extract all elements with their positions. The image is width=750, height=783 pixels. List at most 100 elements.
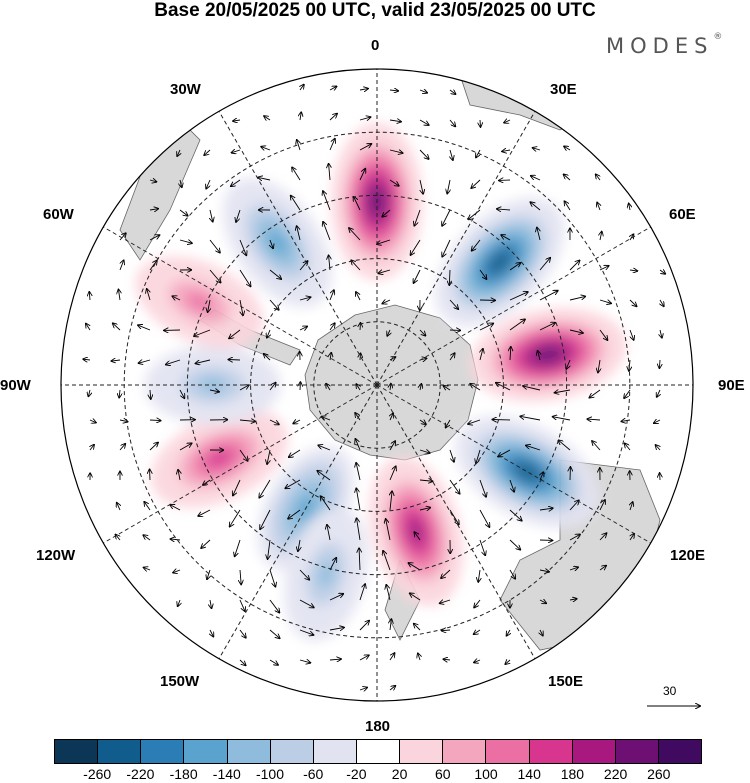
- wind-vector-arrow: [269, 659, 278, 665]
- wind-vector-arrow: [419, 149, 429, 159]
- wind-vector-arrow: [177, 149, 180, 156]
- anomaly-negative: [455, 416, 600, 528]
- wind-vector-arrow: [474, 599, 481, 607]
- wind-vector-arrow: [654, 420, 661, 423]
- map-boundary: [60, 68, 694, 702]
- wind-vector-arrow: [258, 177, 271, 180]
- wind-vector-arrow: [657, 389, 660, 397]
- wind-vector-arrow: [299, 326, 307, 330]
- wind-vector-arrow: [359, 687, 367, 690]
- colorbar-swatch: [270, 740, 314, 763]
- wind-vector-arrow: [411, 239, 421, 255]
- wind-vector-arrow: [291, 196, 301, 211]
- wind-vector-arrow: [539, 508, 553, 510]
- wind-vector-arrow: [566, 359, 570, 369]
- wind-vector-arrow: [414, 624, 421, 631]
- wind-vector-arrow: [569, 500, 579, 511]
- wind-vector-arrow: [149, 209, 158, 210]
- wind-vector-arrow: [479, 269, 486, 279]
- lon-label-60w: 60W: [43, 206, 74, 223]
- wind-vector-arrow: [179, 240, 192, 243]
- wind-vector-arrow: [510, 347, 511, 361]
- lon-label-30e: 30E: [550, 81, 577, 98]
- wind-vector-arrow: [300, 112, 301, 121]
- colorbar-swatch: [615, 740, 659, 763]
- wind-vector-arrow: [298, 539, 300, 551]
- wind-vector-arrow: [382, 209, 391, 217]
- wind-vector-arrow: [389, 441, 395, 451]
- wind-vector-arrow: [359, 169, 365, 181]
- wind-vector-arrow: [449, 353, 455, 361]
- wind-vector-arrow: [300, 85, 304, 91]
- wind-vector-arrow: [210, 599, 211, 608]
- wind-vector-arrow: [509, 569, 515, 579]
- wind-vector-arrow: [90, 445, 94, 451]
- wind-vector-arrow: [299, 629, 313, 635]
- wind-vector-arrow: [449, 509, 459, 524]
- wind-vector-arrow: [540, 629, 543, 636]
- colorbar-swatch: [400, 740, 444, 763]
- wind-vector-arrow: [88, 389, 90, 396]
- wind-vector-arrow: [599, 500, 605, 511]
- colorbar-swatch: [486, 740, 530, 763]
- wind-vector-arrow: [382, 300, 391, 304]
- wind-vector-arrow: [629, 329, 634, 340]
- anomaly-positive: [470, 307, 627, 402]
- wind-vector-arrow: [269, 299, 279, 310]
- wind-vector-arrow: [207, 569, 210, 579]
- colorbar-tick-label: -20: [346, 766, 367, 782]
- wind-vector-arrow: [564, 146, 571, 150]
- wind-vector-arrow: [329, 659, 341, 660]
- wind-vector-arrow: [479, 509, 489, 527]
- wind-vector-arrow: [359, 548, 360, 571]
- wind-vector-arrow: [356, 384, 360, 391]
- wind-vector-arrow: [179, 209, 188, 216]
- wind-vector-arrow: [329, 594, 343, 601]
- wind-vector-arrow: [228, 359, 241, 360]
- wind-vector-arrow: [449, 90, 456, 94]
- wind-vector-arrow: [555, 390, 571, 393]
- wind-vector-arrow: [474, 630, 481, 634]
- wind-vector-arrow: [660, 299, 664, 306]
- wind-vector-arrow: [209, 239, 220, 253]
- wind-vector-arrow: [480, 119, 481, 127]
- wind-vector-arrow: [539, 570, 549, 572]
- meridian-line: [103, 226, 378, 386]
- wind-vector-arrow: [530, 202, 541, 211]
- wind-vector-arrow: [233, 479, 241, 495]
- wind-vector-arrow: [441, 569, 451, 578]
- colorbar-tick-label: -260: [83, 766, 112, 782]
- wind-vector-arrow: [630, 502, 633, 511]
- wind-vector-arrow: [299, 660, 310, 663]
- wind-vector-arrow: [656, 445, 660, 451]
- colorbar-swatch: [313, 740, 357, 763]
- wind-vector-arrow: [449, 269, 450, 285]
- wind-vector-arrow: [587, 419, 601, 420]
- wind-vector-arrow: [468, 209, 481, 219]
- wind-vector-arrow: [270, 239, 273, 248]
- wind-vector-arrow: [597, 203, 600, 211]
- lon-label-30w: 30W: [170, 81, 201, 98]
- wind-vector-arrow: [178, 470, 180, 481]
- wind-vector-arrow: [474, 660, 481, 662]
- wind-vector-arrow: [288, 509, 301, 519]
- wind-vector-arrow: [468, 419, 481, 424]
- colorbar-swatch: [141, 740, 185, 763]
- wind-vector-arrow: [299, 599, 314, 607]
- colorbar: [54, 739, 702, 764]
- wind-vector-arrow: [119, 233, 126, 241]
- wind-vector-arrow: [356, 463, 361, 481]
- wind-vector-arrow: [330, 353, 331, 361]
- wind-vector-arrow: [196, 359, 211, 363]
- colorbar-swatch: [55, 740, 99, 763]
- wind-vector-arrow: [496, 383, 511, 391]
- wind-vector-arrow: [498, 449, 511, 457]
- wind-vector-arrow: [349, 228, 361, 241]
- wind-vector-arrow: [442, 239, 451, 257]
- wind-vector-arrow: [198, 509, 211, 516]
- wind-vector-arrow: [89, 420, 96, 423]
- wind-vector-arrow: [629, 299, 637, 306]
- wind-vector-arrow: [479, 479, 486, 497]
- wind-vector-arrow: [444, 386, 451, 390]
- wind-vector-arrow: [501, 235, 511, 241]
